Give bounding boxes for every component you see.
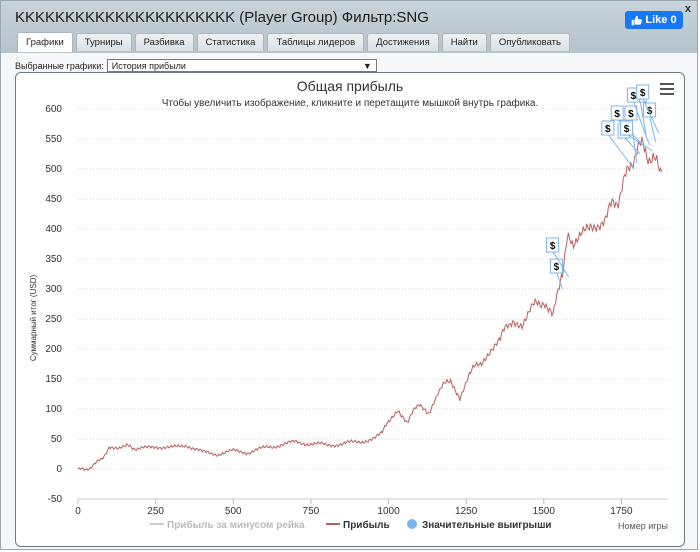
hamburger-menu-icon[interactable] xyxy=(660,83,674,95)
x-tick-label: 1000 xyxy=(377,506,400,517)
x-tick-label: 250 xyxy=(147,506,164,517)
x-tick-label: 1750 xyxy=(610,506,633,517)
tab-tournaments[interactable]: Турниры xyxy=(75,33,132,51)
chart-legend: Прибыль за минусом рейка Прибыль Значите… xyxy=(150,519,552,531)
y-tick-label: 150 xyxy=(45,374,62,385)
series-layer xyxy=(77,136,663,472)
y-tick-label: 50 xyxy=(51,434,63,445)
y-tick-label: 0 xyxy=(56,464,62,475)
tab-search[interactable]: Найти xyxy=(441,33,487,51)
big-win-marker[interactable]: $ xyxy=(636,84,660,134)
legend-net-of-rake[interactable]: Прибыль за минусом рейка xyxy=(167,519,305,531)
y-tick-label: 550 xyxy=(45,134,62,145)
graph-selector-label: Выбранные графики: xyxy=(15,60,104,71)
y-tick-label: 600 xyxy=(45,104,62,115)
legend-big-wins[interactable]: Значительные выигрыши xyxy=(422,520,552,531)
x-tick-label: 750 xyxy=(303,506,320,517)
svg-text:$: $ xyxy=(631,91,637,102)
title-bar: KKKKKKKKKKKKKKKKKKKKKK (Player Group) Фи… xyxy=(1,1,697,53)
big-win-marker[interactable]: $ xyxy=(546,237,570,278)
close-button[interactable]: x xyxy=(684,3,691,15)
tab-breakdown[interactable]: Разбивка xyxy=(134,33,194,51)
facebook-like-button[interactable]: Like 0 xyxy=(625,11,683,29)
y-tick-label: 500 xyxy=(45,164,62,175)
graph-selector-row: Выбранные графики: История прибыли ▼ xyxy=(15,59,377,72)
profit-line xyxy=(77,136,663,472)
svg-text:$: $ xyxy=(550,241,556,252)
y-tick-label: 450 xyxy=(45,194,62,205)
tab-bar: Графики Турниры Разбивка Статистика Табл… xyxy=(17,32,570,52)
y-tick-label: -50 xyxy=(48,494,63,505)
svg-text:$: $ xyxy=(554,262,560,273)
graph-select-value: История прибыли xyxy=(111,60,186,71)
y-tick-label: 200 xyxy=(45,344,62,355)
y-tick-label: 350 xyxy=(45,254,62,265)
svg-text:$: $ xyxy=(605,124,611,135)
x-axis-ticks: 0 250 500 750 1000 1250 1500 1750 xyxy=(75,498,668,517)
tab-graphs[interactable]: Графики xyxy=(17,32,73,52)
thumbs-up-icon xyxy=(632,15,643,25)
y-axis-ticks: -50 0 50 100 150 200 250 300 350 400 450 500 550 600 xyxy=(45,104,62,505)
x-tick-label: 1250 xyxy=(455,506,478,517)
y-tick-label: 400 xyxy=(45,224,62,235)
svg-text:$: $ xyxy=(647,106,653,117)
x-axis-label: Номер игры xyxy=(618,521,668,531)
tab-statistics[interactable]: Статистика xyxy=(196,33,265,51)
x-tick-label: 0 xyxy=(75,506,81,517)
y-tick-label: 100 xyxy=(45,404,62,415)
tab-achievements[interactable]: Достижения xyxy=(367,33,439,51)
chevron-down-icon: ▼ xyxy=(362,60,372,71)
y-tick-label: 250 xyxy=(45,314,62,325)
svg-text:$: $ xyxy=(640,88,646,99)
grid-lines xyxy=(78,108,668,500)
x-tick-label: 500 xyxy=(225,506,242,517)
chart-title: Общая прибыль xyxy=(297,78,403,94)
legend-bigwins-swatch xyxy=(407,519,417,529)
big-win-marker[interactable]: $ xyxy=(619,120,653,152)
y-axis-label: Суммарный итог (USD) xyxy=(29,275,38,362)
window-title: KKKKKKKKKKKKKKKKKKKKKK (Player Group) Фи… xyxy=(15,9,429,26)
tab-leaderboards[interactable]: Таблицы лидеров xyxy=(267,33,365,51)
legend-profit[interactable]: Прибыль xyxy=(343,519,390,531)
profit-chart: Общая прибыль Чтобы увеличить изображени… xyxy=(29,78,668,531)
svg-text:$: $ xyxy=(624,124,630,135)
chart-subtitle: Чтобы увеличить изображение, кликните и … xyxy=(162,97,539,109)
big-win-marker[interactable]: $ xyxy=(601,120,635,170)
like-label: Like 0 xyxy=(645,14,677,26)
y-tick-label: 300 xyxy=(45,284,62,295)
x-tick-label: 1500 xyxy=(533,506,556,517)
svg-text:$: $ xyxy=(614,109,620,120)
tab-publish[interactable]: Опубликовать xyxy=(489,33,570,51)
big-win-markers: $$$$$$$$$$$ xyxy=(546,84,660,290)
svg-text:$: $ xyxy=(628,109,634,120)
graph-select[interactable]: История прибыли ▼ xyxy=(106,59,377,72)
chart-container[interactable]: Общая прибыль Чтобы увеличить изображени… xyxy=(15,72,685,547)
